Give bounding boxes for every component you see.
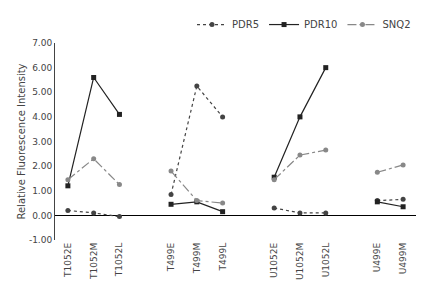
svg-text:1.00: 1.00 bbox=[32, 186, 52, 196]
svg-text:PDR5: PDR5 bbox=[232, 19, 259, 30]
svg-text:6.00: 6.00 bbox=[32, 63, 52, 73]
svg-text:T1052M: T1052M bbox=[89, 243, 99, 280]
svg-text:4.00: 4.00 bbox=[32, 112, 52, 122]
svg-text:PDR10: PDR10 bbox=[304, 19, 337, 30]
svg-text:-1.00: -1.00 bbox=[29, 235, 53, 245]
svg-text:U499M: U499M bbox=[398, 243, 408, 275]
svg-text:U499E: U499E bbox=[372, 242, 382, 272]
svg-text:T499M: T499M bbox=[192, 243, 202, 274]
svg-text:7.00: 7.00 bbox=[32, 38, 52, 48]
svg-text:2.00: 2.00 bbox=[32, 161, 52, 171]
svg-text:T499E: T499E bbox=[166, 242, 176, 272]
svg-text:T1052L: T1052L bbox=[114, 243, 124, 277]
svg-text:Relative Fluorescence Intensit: Relative Fluorescence Intensity bbox=[16, 63, 27, 219]
svg-text:U1052L: U1052L bbox=[321, 243, 331, 278]
svg-text:U1052E: U1052E bbox=[269, 242, 279, 277]
svg-text:SNQ2: SNQ2 bbox=[382, 19, 410, 30]
svg-text:T499L: T499L bbox=[218, 243, 228, 272]
svg-text:5.00: 5.00 bbox=[32, 87, 52, 97]
svg-text:T1052E: T1052E bbox=[63, 242, 73, 277]
svg-text:U1052M: U1052M bbox=[295, 243, 305, 280]
svg-text:0.00: 0.00 bbox=[32, 211, 52, 221]
svg-text:3.00: 3.00 bbox=[32, 137, 52, 147]
